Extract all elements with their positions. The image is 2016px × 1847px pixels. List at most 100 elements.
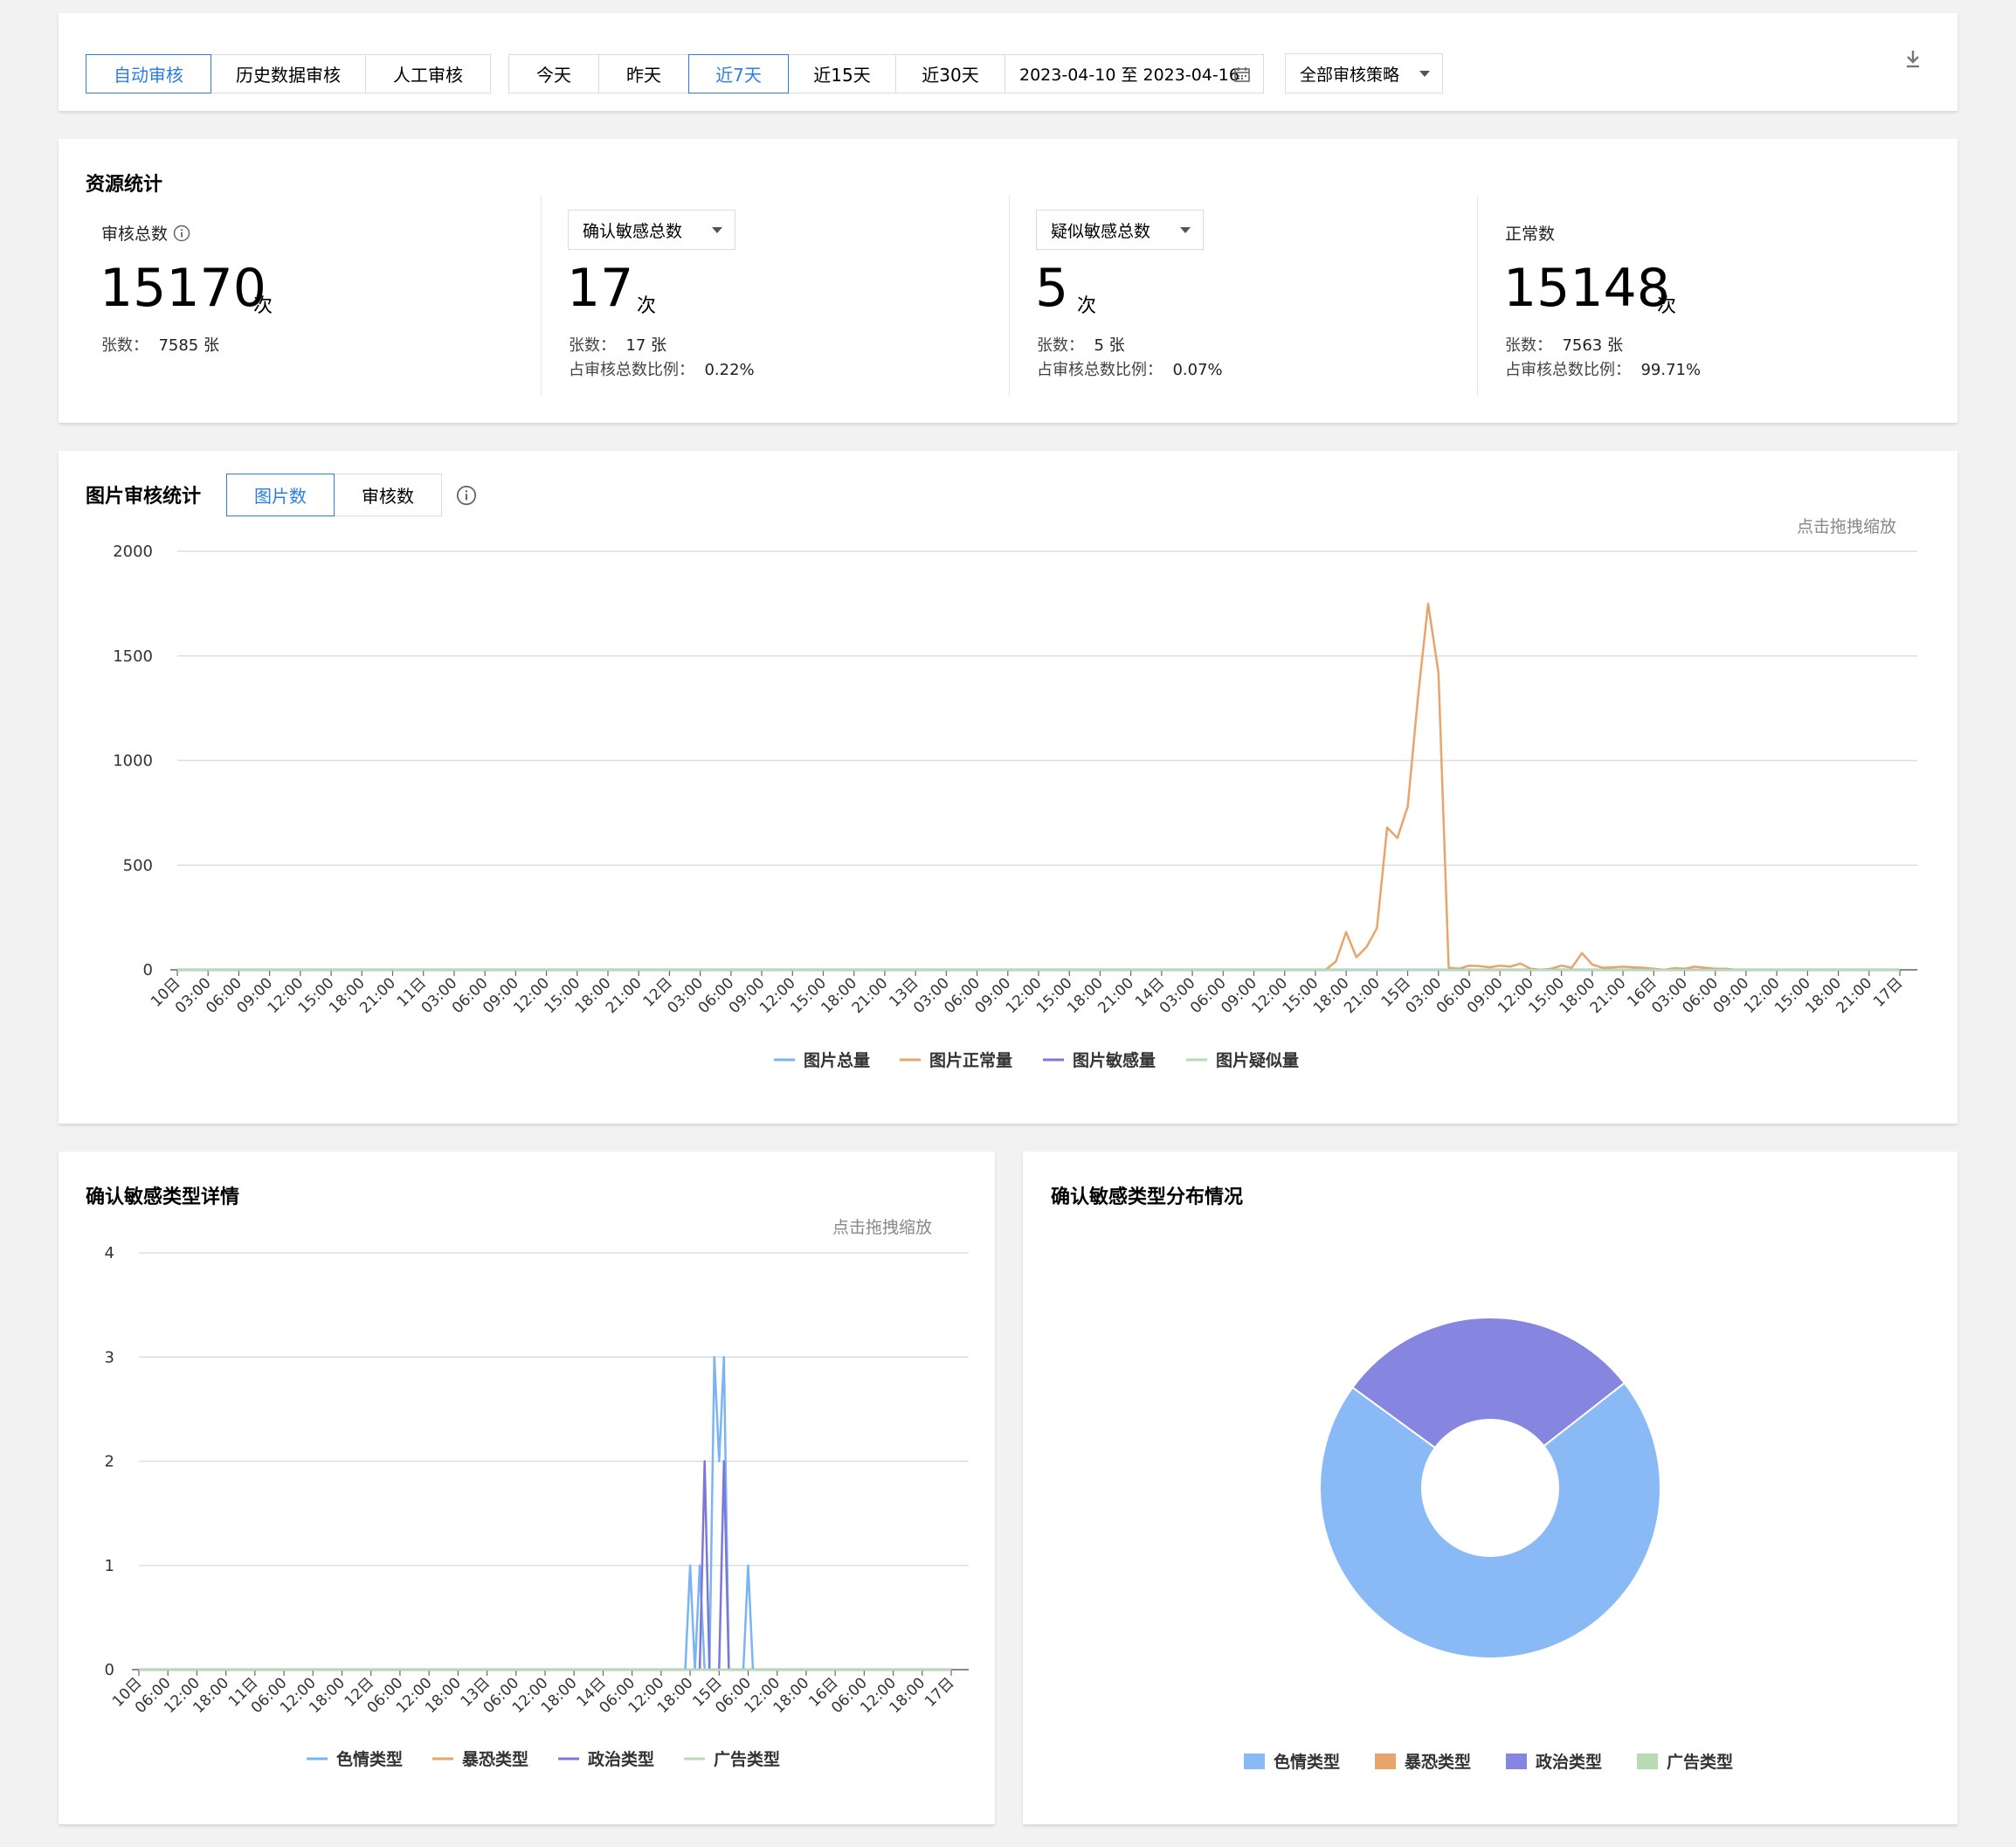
series-line-图片正常量 [177, 602, 1900, 972]
download-icon[interactable] [1903, 48, 1923, 73]
total-sheets: 张数： 7585 张 [101, 333, 219, 356]
stats-title: 资源统计 [86, 174, 163, 196]
x-tick-label: 21:00 [1094, 974, 1137, 1017]
x-tick-label: 17日 [1870, 974, 1906, 1010]
legend-label: 图片敏感量 [1073, 1050, 1156, 1070]
date-range-picker[interactable]: 2023-04-10 至 2023-04-16 [1005, 54, 1264, 93]
strategy-select[interactable]: 全部审核策略 [1285, 53, 1443, 93]
range-yesterday[interactable]: 昨天 [598, 54, 689, 93]
divider [1477, 195, 1478, 396]
tab-history-review[interactable]: 历史数据审核 [211, 54, 366, 93]
sheets-label: 张数： [101, 336, 148, 355]
legend-label: 暴恐类型 [462, 1749, 528, 1769]
y-tick-label: 4 [105, 1244, 114, 1262]
legend-label: 图片总量 [804, 1050, 870, 1070]
y-tick-label: 2 [105, 1453, 114, 1471]
range-15days[interactable]: 近15天 [788, 54, 896, 93]
ratio-label: 占审核总数比例： [1037, 361, 1163, 379]
legend-label: 政治类型 [588, 1749, 654, 1769]
range-today[interactable]: 今天 [508, 54, 599, 93]
chevron-down-icon [1180, 227, 1191, 233]
strategy-select-value: 全部审核策略 [1300, 65, 1400, 85]
toolbar-card: 自动审核 历史数据审核 人工审核 今天 昨天 近7天 近15天 近30天 202… [59, 13, 1957, 111]
divider [1009, 195, 1010, 396]
x-tick-label: 21:00 [1833, 974, 1876, 1017]
sheets-label: 张数： [569, 336, 616, 355]
image-audit-line-chart[interactable]: 050010001500200010日03:0006:0009:0012:001… [59, 451, 1957, 1124]
y-tick-label: 500 [123, 856, 153, 875]
total-label-text: 审核总数 [101, 225, 169, 244]
date-range-text: 2023-04-10 至 2023-04-16 [1019, 66, 1239, 85]
y-tick-label: 0 [143, 961, 153, 979]
confirmed-type-select[interactable]: 确认敏感总数 [568, 210, 735, 250]
x-tick-label: 17日 [922, 1674, 957, 1710]
x-tick-label: 21:00 [849, 974, 892, 1017]
suspected-ratio: 占审核总数比例： 0.07% [1037, 357, 1223, 380]
normal-ratio: 占审核总数比例： 99.71% [1505, 357, 1701, 380]
ratio-label: 占审核总数比例： [569, 361, 694, 379]
suspected-type-select[interactable]: 疑似敏感总数 [1036, 210, 1204, 250]
x-tick-label: 21:00 [356, 974, 399, 1017]
confirmed-ratio: 占审核总数比例： 0.22% [569, 357, 755, 380]
sheets-value: 7585 张 [158, 336, 219, 355]
total-unit: 次 [253, 295, 273, 317]
y-tick-label: 2000 [113, 543, 153, 561]
ratio-value: 99.71% [1640, 361, 1702, 379]
suspected-label: 疑似敏感总数 [1051, 221, 1151, 241]
sheets-value: 7563 张 [1562, 336, 1623, 355]
image-audit-title: 图片审核统计 [86, 486, 202, 508]
suspected-sheets: 张数： 5 张 [1037, 333, 1125, 356]
legend-label: 图片疑似量 [1216, 1050, 1299, 1070]
legend-swatch [1375, 1754, 1396, 1769]
zoom-hint: 点击拖拽缩放 [832, 1218, 933, 1237]
tab-auto-review[interactable]: 自动审核 [86, 54, 211, 93]
legend-swatch [1244, 1754, 1265, 1769]
normal-label: 正常数 [1505, 225, 1556, 244]
confirmed-sheets: 张数： 17 张 [569, 333, 666, 356]
legend-label: 暴恐类型 [1405, 1752, 1471, 1772]
ratio-value: 0.07% [1172, 361, 1223, 379]
tab-audit-count[interactable]: 审核数 [334, 474, 442, 516]
range-7days[interactable]: 近7天 [688, 54, 789, 93]
legend-label: 政治类型 [1536, 1752, 1602, 1772]
tab-manual-review[interactable]: 人工审核 [365, 54, 491, 93]
y-tick-label: 0 [105, 1661, 114, 1679]
info-icon[interactable] [456, 485, 477, 509]
legend-label: 广告类型 [1667, 1752, 1733, 1772]
donut-slice-色情类型 [1319, 1381, 1661, 1659]
confirmed-unit: 次 [637, 295, 657, 317]
info-icon[interactable] [173, 225, 190, 242]
sensitive-detail-card: 确认敏感类型详情 点击拖拽缩放 0 1 2 3 4 10日 06:00 12:00 18:00 1… [59, 1152, 995, 1824]
sensitive-distribution-card: 确认敏感类型分布情况 色情类型 暴恐类型 政治类型 广告类型 [1023, 1152, 1957, 1824]
legend-label: 色情类型 [1274, 1752, 1340, 1772]
chevron-down-icon [1419, 71, 1430, 77]
sheets-value: 17 张 [625, 336, 667, 355]
total-label: 审核总数 [101, 221, 190, 245]
legend-label: 图片正常量 [929, 1050, 1012, 1070]
sensitive-distribution-donut[interactable]: 色情类型 暴恐类型 政治类型 广告类型 [1023, 1152, 1957, 1824]
legend-swatch [1506, 1754, 1527, 1769]
x-tick-label: 21:00 [603, 974, 646, 1017]
sensitive-detail-line-chart[interactable]: 0123410日06:0012:0018:0011日06:0012:0018:0… [59, 1152, 995, 1824]
sheets-value: 5 张 [1094, 336, 1125, 355]
distribution-title: 确认敏感类型分布情况 [1051, 1186, 1244, 1208]
ratio-value: 0.22% [704, 361, 755, 379]
x-tick-label: 21:00 [1341, 974, 1384, 1017]
confirmed-label: 确认敏感总数 [583, 221, 683, 241]
suspected-unit: 次 [1077, 295, 1097, 317]
normal-sheets: 张数： 7563 张 [1505, 333, 1623, 356]
calendar-icon [1233, 66, 1251, 87]
x-tick-label: 21:00 [1587, 974, 1630, 1017]
confirmed-value: 17 [567, 258, 634, 319]
normal-value: 15148 [1503, 258, 1670, 319]
y-tick-label: 1 [105, 1557, 114, 1575]
y-tick-label: 1500 [113, 647, 153, 666]
y-tick-label: 1000 [113, 752, 153, 771]
total-value: 15170 [100, 258, 266, 319]
resource-stats-card: 资源统计 审核总数 15170 次 张数： 7585 张 确认敏感总数 17 次… [59, 139, 1957, 423]
detail-title: 确认敏感类型详情 [86, 1186, 240, 1208]
image-audit-card: 图片审核统计 图片数 审核数 点击拖拽缩放 0 500 1000 1500 2000 10… [59, 451, 1957, 1124]
range-30days[interactable]: 近30天 [895, 54, 1005, 93]
tab-image-count[interactable]: 图片数 [226, 474, 335, 516]
chevron-down-icon [712, 227, 722, 233]
